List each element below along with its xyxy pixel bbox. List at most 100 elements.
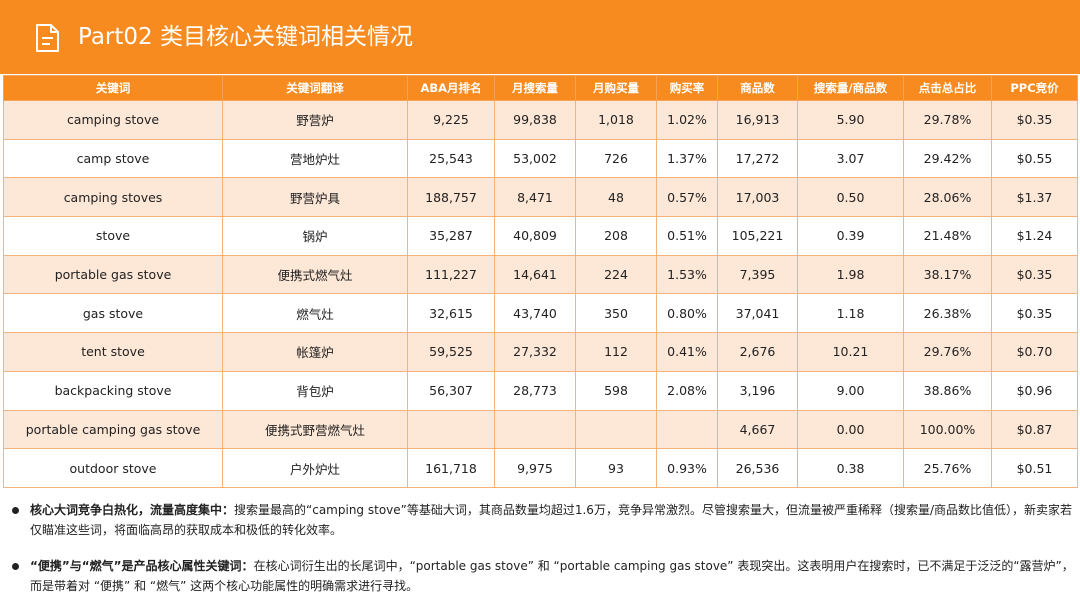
cell-aba-rank: 161,718 xyxy=(407,448,495,488)
cell-click-share: 38.17% xyxy=(903,254,992,295)
cell-ppc-bid: $1.37 xyxy=(991,177,1078,218)
cell-search-per-product: 10.21 xyxy=(797,332,904,372)
cell-translation: 锅炉 xyxy=(222,216,408,256)
cell-purchase-rate: 0.51% xyxy=(656,216,718,256)
cell-search-per-product: 1.18 xyxy=(797,293,904,334)
cell-monthly-purchase: 726 xyxy=(575,138,657,179)
cell-monthly-search: 8,471 xyxy=(494,177,576,218)
cell-ppc-bid: $1.24 xyxy=(991,216,1078,256)
cell-monthly-search: 9,975 xyxy=(494,448,576,488)
cell-keyword: tent stove xyxy=(3,332,223,372)
cell-product-count: 7,395 xyxy=(717,254,798,295)
cell-translation: 背包炉 xyxy=(222,370,408,411)
cell-purchase-rate: 2.08% xyxy=(656,370,718,411)
cell-purchase-rate: 1.37% xyxy=(656,138,718,179)
cell-product-count: 17,272 xyxy=(717,138,798,179)
note-heading: 核心大词竞争白热化，流量高度集中： xyxy=(30,503,235,517)
cell-purchase-rate: 0.93% xyxy=(656,448,718,488)
page-header: Part02 类目核心关键词相关情况 xyxy=(0,0,1080,74)
table-header-row: 关键词 关键词翻译 ABA月排名 月搜索量 月购买量 购买率 商品数 搜索量/商… xyxy=(3,75,1078,101)
cell-product-count: 3,196 xyxy=(717,370,798,411)
cell-purchase-rate: 1.53% xyxy=(656,254,718,295)
col-header-monthly-search: 月搜索量 xyxy=(494,75,576,101)
cell-click-share: 29.42% xyxy=(903,138,992,179)
cell-search-per-product: 0.39 xyxy=(797,216,904,256)
table-row: portable gas stove 便携式燃气灶 111,227 14,641 224… xyxy=(3,254,1078,295)
cell-search-per-product: 5.90 xyxy=(797,100,904,140)
cell-monthly-search: 28,773 xyxy=(494,370,576,411)
cell-ppc-bid: $0.55 xyxy=(991,138,1078,179)
col-header-purchase-rate: 购买率 xyxy=(656,75,718,101)
cell-keyword: portable camping gas stove xyxy=(3,409,223,450)
cell-keyword: portable gas stove xyxy=(3,254,223,295)
cell-monthly-search: 27,332 xyxy=(494,332,576,372)
bullet-icon xyxy=(12,507,19,514)
cell-aba-rank: 56,307 xyxy=(407,370,495,411)
cell-search-per-product: 9.00 xyxy=(797,370,904,411)
cell-translation: 燃气灶 xyxy=(222,293,408,334)
cell-monthly-purchase: 208 xyxy=(575,216,657,256)
cell-click-share: 25.76% xyxy=(903,448,992,488)
note-item: “便携”与“燃气”是产品核心属性关键词：在核心词衍生出的长尾词中，“portab… xyxy=(10,556,1076,596)
cell-ppc-bid: $0.35 xyxy=(991,293,1078,334)
cell-search-per-product: 0.00 xyxy=(797,409,904,450)
cell-monthly-purchase: 598 xyxy=(575,370,657,411)
cell-search-per-product: 0.50 xyxy=(797,177,904,218)
page-title: Part02 类目核心关键词相关情况 xyxy=(78,24,413,50)
cell-monthly-purchase: 1,018 xyxy=(575,100,657,140)
cell-keyword: stove xyxy=(3,216,223,256)
cell-product-count: 4,667 xyxy=(717,409,798,450)
cell-translation: 便携式野营燃气灶 xyxy=(222,409,408,450)
notes-section: 核心大词竞争白热化，流量高度集中：搜索量最高的“camping stove”等基… xyxy=(10,500,1076,612)
table-row: outdoor stove 户外炉灶 161,718 9,975 93 0.93% 26,5… xyxy=(3,448,1078,488)
col-header-aba-rank: ABA月排名 xyxy=(407,75,495,101)
col-header-monthly-purchase: 月购买量 xyxy=(575,75,657,101)
cell-keyword: backpacking stove xyxy=(3,370,223,411)
cell-monthly-purchase: 112 xyxy=(575,332,657,372)
cell-translation: 便携式燃气灶 xyxy=(222,254,408,295)
cell-aba-rank: 111,227 xyxy=(407,254,495,295)
table-row: camp stove 营地炉灶 25,543 53,002 726 1.37% 17,272… xyxy=(3,138,1078,179)
cell-monthly-search: 43,740 xyxy=(494,293,576,334)
cell-purchase-rate: 0.41% xyxy=(656,332,718,372)
table-row: gas stove 燃气灶 32,615 43,740 350 0.80% 37,041 1.… xyxy=(3,293,1078,334)
cell-ppc-bid: $0.87 xyxy=(991,409,1078,450)
keyword-table: 关键词 关键词翻译 ABA月排名 月搜索量 月购买量 购买率 商品数 搜索量/商… xyxy=(3,75,1078,488)
note-heading: “便携”与“燃气”是产品核心属性关键词： xyxy=(30,559,254,573)
col-header-search-per-product: 搜索量/商品数 xyxy=(797,75,904,101)
cell-click-share: 100.00% xyxy=(903,409,992,450)
cell-translation: 营地炉灶 xyxy=(222,138,408,179)
cell-monthly-search: 53,002 xyxy=(494,138,576,179)
note-item: 核心大词竞争白热化，流量高度集中：搜索量最高的“camping stove”等基… xyxy=(10,500,1076,540)
cell-monthly-purchase: 48 xyxy=(575,177,657,218)
cell-monthly-purchase xyxy=(575,409,657,450)
cell-aba-rank: 9,225 xyxy=(407,100,495,140)
table-row: backpacking stove 背包炉 56,307 28,773 598 2.08%… xyxy=(3,370,1078,411)
cell-ppc-bid: $0.96 xyxy=(991,370,1078,411)
cell-ppc-bid: $0.35 xyxy=(991,100,1078,140)
cell-product-count: 37,041 xyxy=(717,293,798,334)
cell-aba-rank: 35,287 xyxy=(407,216,495,256)
cell-product-count: 16,913 xyxy=(717,100,798,140)
cell-keyword: outdoor stove xyxy=(3,448,223,488)
cell-search-per-product: 1.98 xyxy=(797,254,904,295)
col-header-product-count: 商品数 xyxy=(717,75,798,101)
document-icon xyxy=(36,24,59,52)
cell-monthly-purchase: 224 xyxy=(575,254,657,295)
cell-monthly-purchase: 350 xyxy=(575,293,657,334)
cell-click-share: 26.38% xyxy=(903,293,992,334)
cell-monthly-search: 14,641 xyxy=(494,254,576,295)
cell-ppc-bid: $0.70 xyxy=(991,332,1078,372)
cell-click-share: 21.48% xyxy=(903,216,992,256)
cell-click-share: 28.06% xyxy=(903,177,992,218)
table-row: camping stove 野营炉 9,225 99,838 1,018 1.02% 16,… xyxy=(3,100,1078,140)
bullet-icon xyxy=(12,563,19,570)
cell-ppc-bid: $0.35 xyxy=(991,254,1078,295)
cell-purchase-rate xyxy=(656,409,718,450)
cell-product-count: 26,536 xyxy=(717,448,798,488)
cell-click-share: 29.78% xyxy=(903,100,992,140)
cell-aba-rank xyxy=(407,409,495,450)
table-row: camping stoves 野营炉具 188,757 8,471 48 0.57% 17,… xyxy=(3,177,1078,218)
cell-product-count: 105,221 xyxy=(717,216,798,256)
cell-purchase-rate: 1.02% xyxy=(656,100,718,140)
